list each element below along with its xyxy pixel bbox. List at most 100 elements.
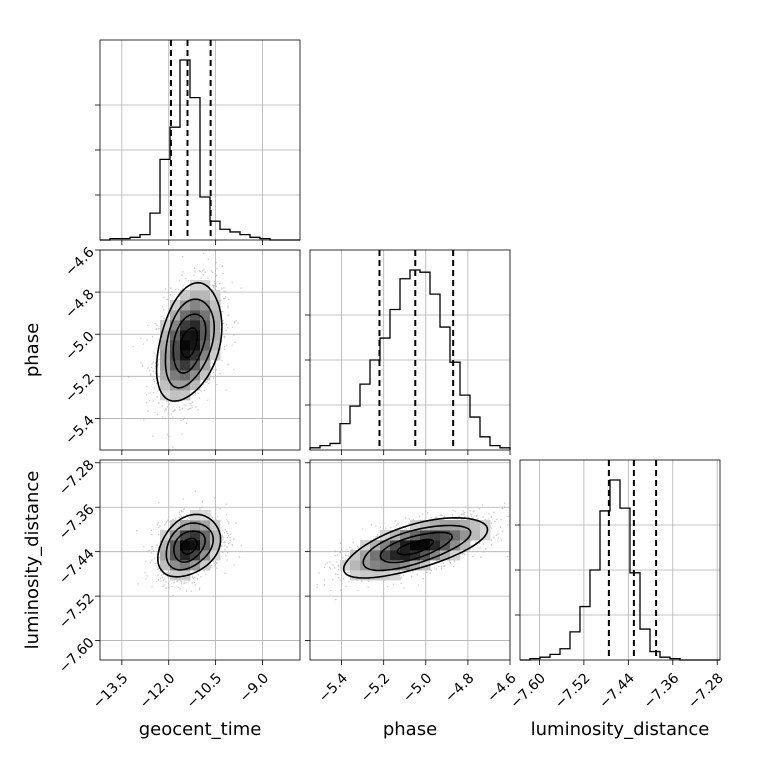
density-cell	[200, 340, 211, 351]
x-tick-label-luminosity_distance: −7.52	[552, 670, 594, 712]
density-cell	[460, 540, 471, 551]
density-phase-luminosity_distance	[316, 502, 509, 601]
density-cell	[170, 560, 181, 571]
density-cell	[190, 350, 201, 361]
density-cell	[410, 560, 421, 571]
density-cell	[180, 310, 191, 321]
density-cell	[190, 330, 201, 341]
density-cell	[160, 540, 171, 551]
histogram-geocent_time	[100, 59, 300, 241]
density-cell	[350, 560, 361, 571]
density-cell	[380, 560, 391, 571]
x-axis-title-luminosity_distance: luminosity_distance	[531, 719, 710, 740]
density-cell	[390, 570, 401, 581]
density-cell	[190, 320, 201, 331]
x-tick-label-geocent_time: −13.5	[90, 670, 132, 712]
density-cell	[460, 530, 471, 541]
density-cell	[170, 350, 181, 361]
density-cell	[160, 370, 171, 381]
contour-level-1	[173, 530, 206, 563]
y-tick-label-phase: −5.2	[62, 371, 97, 406]
density-cell	[390, 530, 401, 541]
density-cell	[420, 530, 431, 541]
y-tick-label-luminosity_distance: −7.36	[56, 502, 98, 544]
contour-level-2	[164, 298, 215, 389]
density-cell	[170, 390, 181, 401]
density-cell	[160, 340, 171, 351]
density-cell	[190, 380, 201, 391]
density-geocent_time-phase	[128, 252, 242, 448]
density-cell	[210, 310, 221, 321]
density-cell	[430, 550, 441, 561]
grid-1-1	[310, 250, 511, 450]
density-cell	[200, 510, 211, 521]
axes-frame-0-0	[99, 39, 301, 241]
density-cell	[410, 530, 421, 541]
density-cell	[200, 290, 211, 301]
y-tick-label-luminosity_distance: −7.60	[56, 635, 98, 677]
density-cell	[360, 560, 371, 571]
density-cell	[390, 550, 401, 561]
contour-level-2	[165, 522, 214, 571]
density-cell	[210, 340, 221, 351]
contour-level-3	[156, 513, 222, 578]
density-cell	[450, 540, 461, 551]
axes-frame-2-0	[99, 459, 301, 661]
contour-level-1	[172, 313, 207, 374]
density-cell	[170, 570, 181, 581]
axes-frame-1-0	[99, 249, 301, 451]
density-cell	[440, 530, 451, 541]
density-cell	[440, 550, 451, 561]
x-tick-label-geocent_time: −9.0	[237, 670, 272, 705]
density-cell	[180, 540, 191, 551]
density-cell	[170, 520, 181, 531]
x-axis-title-geocent_time: geocent_time	[139, 719, 262, 740]
density-cell	[190, 370, 201, 381]
y-tick-label-luminosity_distance: −7.28	[56, 457, 98, 499]
density-cell	[200, 520, 211, 531]
density-cell	[190, 280, 201, 291]
density-cell	[200, 310, 211, 321]
density-cell	[430, 520, 441, 531]
density-cell	[350, 550, 361, 561]
density-cell	[210, 320, 221, 331]
density-cell	[160, 320, 171, 331]
x-tick-label-phase: −5.0	[400, 670, 435, 705]
density-cell	[160, 330, 171, 341]
density-cell	[160, 560, 171, 571]
density-cell	[410, 520, 421, 531]
density-cell	[180, 390, 191, 401]
density-cell	[460, 520, 471, 531]
density-cell	[160, 390, 171, 401]
density-cell	[360, 570, 371, 581]
density-cell	[180, 290, 191, 301]
density-cell	[470, 520, 481, 531]
x-tick-label-luminosity_distance: −7.44	[596, 670, 638, 712]
density-cell	[190, 300, 201, 311]
density-cell	[370, 560, 381, 571]
histogram-phase	[309, 269, 511, 450]
density-cell	[180, 550, 191, 561]
y-tick-label-luminosity_distance: −7.44	[56, 546, 98, 588]
density-cell	[190, 530, 201, 541]
density-cell	[190, 540, 201, 551]
density-cell	[180, 330, 191, 341]
contour-level-0	[180, 537, 198, 555]
density-cell	[190, 310, 201, 321]
density-cell	[170, 300, 181, 311]
density-cell	[180, 530, 191, 541]
density-cell	[200, 370, 211, 381]
density-cell	[380, 550, 391, 561]
density-cell	[370, 550, 381, 561]
histogram-luminosity_distance	[520, 479, 720, 661]
x-tick-label-phase: −4.8	[442, 670, 477, 705]
density-cell	[170, 530, 181, 541]
contour-level-2	[362, 524, 472, 572]
x-tick-label-geocent_time: −10.5	[184, 670, 226, 712]
density-cell	[180, 370, 191, 381]
density-cell	[430, 540, 441, 551]
density-cell	[210, 300, 221, 311]
x-tick-label-luminosity_distance: −7.28	[685, 670, 727, 712]
contour-level-0	[396, 538, 435, 556]
density-cell	[180, 300, 191, 311]
